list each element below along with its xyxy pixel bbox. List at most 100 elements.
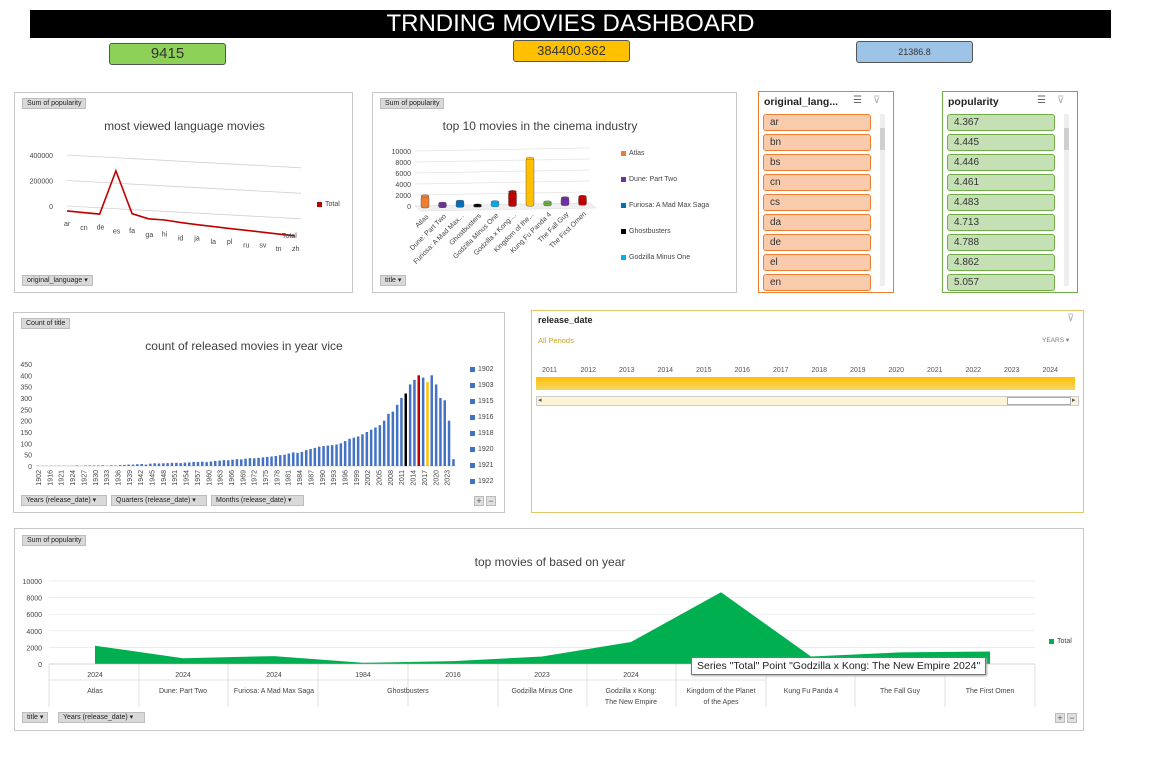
bar [417, 375, 420, 466]
legend-item: Atlas [621, 150, 645, 157]
expand-button[interactable]: + [1055, 713, 1065, 723]
bar-top [438, 201, 447, 205]
bar [196, 461, 200, 466]
timeline-year-label[interactable]: 2014 [657, 367, 674, 374]
timeline-year-label[interactable]: 2013 [619, 367, 635, 374]
slicer-item[interactable]: 4.862 [947, 254, 1055, 271]
year-label: 2016 [445, 672, 461, 679]
x-tick-label: 1966 [229, 470, 236, 486]
field-button-value[interactable]: Count of title [21, 318, 71, 329]
x-tick-label: fa [129, 228, 135, 235]
bar [248, 458, 252, 466]
timeline-year-label[interactable]: 2022 [965, 367, 982, 374]
timeline-year-label[interactable]: 2011 [542, 367, 558, 374]
timeline-year-label[interactable]: 2024 [1042, 367, 1059, 374]
collapse-button[interactable]: − [486, 496, 496, 506]
field-button-months[interactable]: Months (release_date) ▾ [211, 495, 304, 506]
x-tick-label: es [113, 228, 121, 235]
category-label: Kung Fu Panda 4 [784, 688, 839, 695]
slicer-item[interactable]: bs [763, 154, 871, 171]
chart-released-panel[interactable]: Count of title count of released movies … [13, 312, 505, 513]
bar [287, 453, 291, 466]
scroll-left-icon[interactable]: ◂ [538, 397, 542, 404]
timeline-year-label[interactable]: 2018 [811, 367, 828, 374]
x-tick-label: 1987 [308, 470, 315, 486]
gridline [414, 147, 591, 152]
timeline-year-label[interactable]: 2016 [734, 367, 751, 374]
chart-top10-panel[interactable]: Sum of popularity top 10 movies in the c… [372, 92, 737, 293]
y-tick-label: 400000 [30, 153, 53, 160]
slicer-item[interactable]: 4.445 [947, 134, 1055, 151]
field-button-years[interactable]: Years (release_date) ▾ [21, 495, 107, 506]
slicer-item[interactable]: de [763, 234, 871, 251]
multi-select-icon[interactable]: ☰ [853, 95, 862, 106]
slicer-item[interactable]: 4.367 [947, 114, 1055, 131]
field-button-title[interactable]: title ▾ [380, 275, 407, 286]
kpi-card-total-count: 9415 [109, 43, 226, 65]
timeline-year-label[interactable]: 2023 [1004, 367, 1020, 374]
bar [313, 447, 317, 466]
slicer-item[interactable]: 5.057 [947, 274, 1055, 291]
timeline-year-label[interactable]: 2017 [773, 367, 789, 374]
x-tick-label: 1939 [127, 470, 134, 486]
slicer-scrollbar[interactable] [1064, 114, 1069, 286]
bar [413, 379, 416, 466]
timeline-release-date[interactable]: release_date ⊽ All Periods YEARS ▾ 2011 2… [531, 310, 1084, 513]
timeline-scrollbar[interactable]: ◂ ▸ [536, 396, 1079, 406]
chart-language-panel[interactable]: Sum of popularity most viewed language m… [14, 92, 353, 293]
slicer-item[interactable]: bn [763, 134, 871, 151]
timeline-selection-bar[interactable] [536, 377, 1075, 390]
legend-item: Furiosa: A Mad Max Saga [621, 202, 709, 209]
slicer-popularity[interactable]: popularity ☰ ⊽ 4.367 4.445 4.446 4.461 4.483… [942, 91, 1078, 293]
y-tick-label: 10000 [23, 579, 43, 586]
y-tick-label: 6000 [26, 612, 42, 619]
dashboard-title: TRNDING MOVIES DASHBOARD [30, 10, 1111, 38]
x-tick-label: 1916 [47, 470, 54, 486]
field-button-quarters[interactable]: Quarters (release_date) ▾ [111, 495, 207, 506]
slicer-item[interactable]: 4.461 [947, 174, 1055, 191]
slicer-original-language[interactable]: original_lang... ☰ ⊽ ar bn bs cn cs da de el en [758, 91, 894, 293]
timeline-year-label[interactable]: 2012 [580, 367, 597, 374]
scroll-right-icon[interactable]: ▸ [1072, 397, 1076, 404]
collapse-button[interactable]: − [1067, 713, 1077, 723]
slicer-item[interactable]: da [763, 214, 871, 231]
y-tick-label: 450 [20, 362, 32, 369]
category-label: Furiosa: A Mad Max Saga [234, 688, 314, 695]
timeline-unit-dropdown[interactable]: YEARS ▾ [1042, 337, 1070, 344]
slicer-item[interactable]: 4.483 [947, 194, 1055, 211]
field-button-axis[interactable]: original_language ▾ [22, 275, 93, 286]
slicer-item[interactable]: ar [763, 114, 871, 131]
timeline-year-label[interactable]: 2021 [927, 367, 943, 374]
timeline-year-label[interactable]: 2015 [696, 367, 712, 374]
slicer-item[interactable]: cn [763, 174, 871, 191]
timeline-year-label[interactable]: 2019 [850, 367, 866, 374]
scroll-thumb[interactable] [1007, 397, 1071, 405]
timeline-title: release_date [538, 315, 593, 325]
field-button-value[interactable]: Sum of popularity [380, 98, 445, 109]
gridline [414, 180, 591, 185]
slicer-item[interactable]: en [763, 274, 871, 291]
field-button-value[interactable]: Sum of popularity [22, 535, 87, 546]
clear-filter-icon[interactable]: ⊽ [1067, 313, 1075, 324]
field-button-title[interactable]: title ▾ [22, 712, 49, 723]
slicer-scrollbar[interactable] [880, 114, 885, 286]
chart-top-year-panel[interactable]: Sum of popularity top movies of based on… [14, 528, 1084, 731]
bar [214, 461, 217, 466]
expand-button[interactable]: + [474, 496, 484, 506]
slicer-item[interactable]: 4.446 [947, 154, 1055, 171]
multi-select-icon[interactable]: ☰ [1037, 95, 1046, 106]
slicer-item[interactable]: 4.788 [947, 234, 1055, 251]
slicer-item[interactable]: cs [763, 194, 871, 211]
y-tick-label: 2000 [26, 645, 42, 652]
bar [339, 443, 343, 466]
clear-filter-icon[interactable]: ⊽ [873, 95, 881, 106]
slicer-item[interactable]: 4.713 [947, 214, 1055, 231]
bar [387, 413, 390, 466]
field-button-years[interactable]: Years (release_date) ▾ [58, 712, 145, 723]
timeline-year-label[interactable]: 2020 [888, 367, 905, 374]
x-tick-label: 1927 [81, 470, 88, 486]
bar [317, 446, 321, 466]
field-button-value[interactable]: Sum of popularity [22, 98, 87, 109]
slicer-item[interactable]: el [763, 254, 871, 271]
clear-filter-icon[interactable]: ⊽ [1057, 95, 1065, 106]
